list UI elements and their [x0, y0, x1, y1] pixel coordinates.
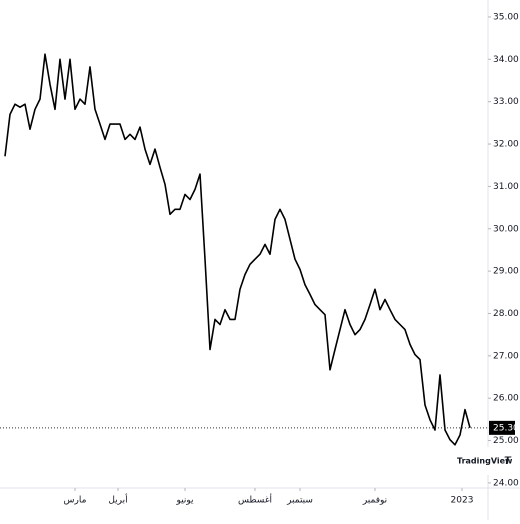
- x-tick-label: سبتمبر: [286, 496, 313, 506]
- y-tick-label: 33.00: [493, 97, 519, 107]
- logo-box: [450, 447, 510, 475]
- y-tick-label: 24.00: [493, 478, 519, 488]
- y-tick-label: 30.00: [493, 224, 519, 234]
- x-tick-label: يونيو: [175, 496, 194, 506]
- y-tick-label: 29.00: [493, 267, 519, 277]
- y-tick-label: 34.00: [493, 55, 519, 65]
- x-tick-label: 2023: [451, 496, 474, 506]
- y-tick-label: 28.00: [493, 309, 519, 319]
- x-tick-label: مارس: [64, 496, 87, 506]
- y-tick-label: 31.00: [493, 182, 519, 192]
- x-tick-label: نوفمبر: [362, 496, 387, 506]
- y-tick-label: 26.00: [493, 394, 519, 404]
- y-tick-label: 32.00: [493, 140, 519, 150]
- y-tick-label: 35.00: [493, 12, 519, 22]
- y-tick-label: 25.00: [493, 436, 519, 446]
- x-tick-label: أغسطس: [238, 494, 272, 506]
- logo-icon: 𝙏: [504, 456, 512, 467]
- last-price-box: [489, 420, 515, 435]
- price-line: [4, 53, 471, 446]
- watermark: TradingView: [457, 457, 513, 466]
- x-tick-label: أبريل: [108, 494, 127, 506]
- last-price-label: 25.30: [493, 423, 519, 433]
- y-tick-label: 27.00: [493, 351, 519, 361]
